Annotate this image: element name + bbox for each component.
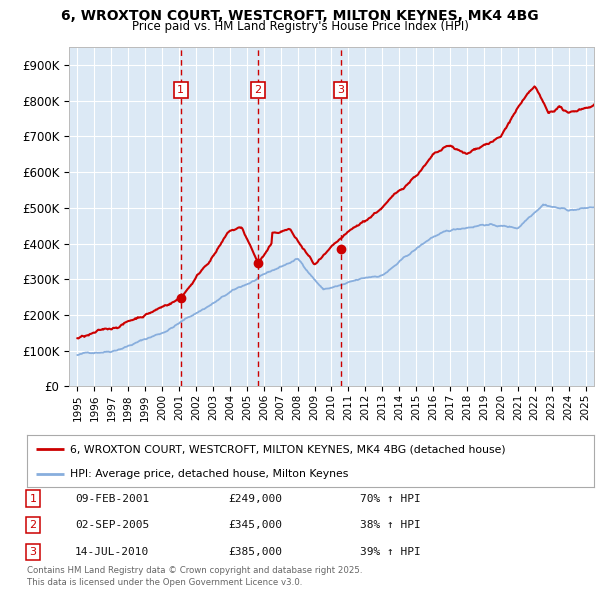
Text: 02-SEP-2005: 02-SEP-2005 [75,520,149,530]
Text: 3: 3 [337,85,344,95]
Text: 1: 1 [177,85,184,95]
Text: £385,000: £385,000 [228,547,282,556]
Text: 2: 2 [29,520,37,530]
Text: 1: 1 [29,494,37,503]
Text: 2: 2 [254,85,262,95]
Text: Price paid vs. HM Land Registry's House Price Index (HPI): Price paid vs. HM Land Registry's House … [131,20,469,33]
Text: 09-FEB-2001: 09-FEB-2001 [75,494,149,503]
Text: HPI: Average price, detached house, Milton Keynes: HPI: Average price, detached house, Milt… [70,469,348,478]
Text: 14-JUL-2010: 14-JUL-2010 [75,547,149,556]
Text: 3: 3 [29,547,37,556]
Text: 70% ↑ HPI: 70% ↑ HPI [360,494,421,503]
Text: 39% ↑ HPI: 39% ↑ HPI [360,547,421,556]
Text: Contains HM Land Registry data © Crown copyright and database right 2025.
This d: Contains HM Land Registry data © Crown c… [27,566,362,587]
Text: £345,000: £345,000 [228,520,282,530]
Text: 6, WROXTON COURT, WESTCROFT, MILTON KEYNES, MK4 4BG (detached house): 6, WROXTON COURT, WESTCROFT, MILTON KEYN… [70,444,505,454]
Text: 6, WROXTON COURT, WESTCROFT, MILTON KEYNES, MK4 4BG: 6, WROXTON COURT, WESTCROFT, MILTON KEYN… [61,9,539,23]
Text: 38% ↑ HPI: 38% ↑ HPI [360,520,421,530]
Text: £249,000: £249,000 [228,494,282,503]
